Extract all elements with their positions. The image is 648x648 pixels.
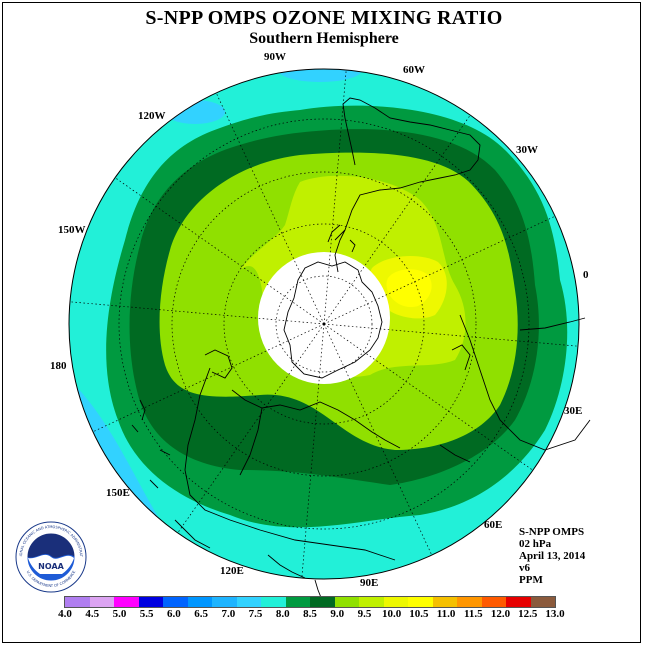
graticule <box>69 69 579 579</box>
lon-label-180: 180 <box>50 360 67 372</box>
latitude-circle <box>275 275 373 373</box>
latitude-circle <box>118 118 530 530</box>
meridian-line <box>323 323 579 347</box>
colorbar-swatch <box>163 597 188 607</box>
colorbar-tick-label: 7.5 <box>248 608 263 620</box>
colorbar-tick-label: 5.5 <box>139 608 154 620</box>
logo-text: NOAA <box>38 562 64 571</box>
latitude-circle <box>223 223 425 425</box>
meridian-line <box>323 323 433 556</box>
south-pole-marker <box>322 322 326 326</box>
map-frame <box>2 2 641 643</box>
colorbar-swatch <box>530 597 555 607</box>
colorbar-swatch <box>65 597 90 607</box>
colorbar-tick-label: 9.0 <box>330 608 345 620</box>
colorbar-swatch <box>310 597 335 607</box>
info-date: April 13, 2014 <box>519 550 586 562</box>
lon-label-120e: 120E <box>220 565 244 577</box>
info-level: 02 hPa <box>519 538 552 550</box>
colorbar-swatch <box>89 597 114 607</box>
colorbar-tick-label: 5.0 <box>112 608 127 620</box>
colorbar-swatch <box>481 597 506 607</box>
colorbar-tick-label: 8.5 <box>303 608 317 620</box>
colorbar-tick-label: 7.0 <box>221 608 236 620</box>
colorbar-swatch <box>457 597 482 607</box>
lon-label-60w: 60W <box>403 64 425 76</box>
colorbar-swatch <box>359 597 384 607</box>
colorbar-tick-label: 12.5 <box>518 608 538 620</box>
colorbar <box>64 596 556 608</box>
lon-label-90e: 90E <box>360 577 379 589</box>
colorbar-swatch <box>138 597 163 607</box>
colorbar-tick-label: 8.0 <box>275 608 290 620</box>
meridian-line <box>323 114 471 325</box>
colorbar-tick-label: 13.0 <box>545 608 565 620</box>
colorbar-swatch <box>432 597 457 607</box>
colorbar-tick-label: 10.5 <box>409 608 429 620</box>
meridian-line <box>69 301 325 325</box>
colorbar-swatch <box>236 597 261 607</box>
colorbar-tick-label: 6.5 <box>194 608 208 620</box>
colorbar-tick-label: 11.5 <box>464 608 483 620</box>
page-subtitle: Southern Hemisphere <box>249 30 399 47</box>
colorbar-swatch <box>261 597 286 607</box>
lon-label-120w: 120W <box>138 110 166 122</box>
meridian-line <box>215 92 325 325</box>
product-info: S-NPP OMPS 02 hPa April 13, 2014 v6 PPM <box>519 526 585 586</box>
lon-label-150w: 150W <box>58 224 86 236</box>
colorbar-tick-label: 6.0 <box>167 608 181 620</box>
colorbar-swatch <box>383 597 408 607</box>
latitude-circle <box>171 171 477 477</box>
lon-label-30e: 30E <box>564 405 583 417</box>
lon-label-150e: 150E <box>106 487 130 499</box>
colorbar-tick-label: 4.0 <box>58 608 72 620</box>
lon-label-30w: 30W <box>516 144 538 156</box>
page-title: S-NPP OMPS OZONE MIXING RATIO <box>145 7 503 29</box>
info-instrument: S-NPP OMPS <box>519 526 585 538</box>
info-units: PPM <box>519 574 543 586</box>
colorbar-swatch <box>285 597 310 607</box>
meridian-line <box>92 323 325 433</box>
colorbar-swatch <box>506 597 531 607</box>
lon-label-60e: 60E <box>484 519 503 531</box>
meridian-line <box>323 323 534 471</box>
meridian-line <box>114 177 325 325</box>
info-version: v6 <box>519 562 530 574</box>
colorbar-tick-label: 11.0 <box>436 608 456 620</box>
meridian-line <box>301 323 325 579</box>
colorbar-swatch <box>408 597 433 607</box>
colorbar-tick-label: 12.0 <box>490 608 511 620</box>
meridian-line <box>323 69 347 325</box>
map-border <box>68 68 580 580</box>
meridian-line <box>323 215 556 325</box>
lon-label-90w: 90W <box>264 51 286 63</box>
noaa-logo: NATIONAL OCEANIC AND ATMOSPHERIC ADMINIS… <box>14 520 87 593</box>
polar-data-gap <box>258 252 390 384</box>
colorbar-tick-label: 9.5 <box>357 608 372 620</box>
meridian-line <box>177 323 325 534</box>
colorbar-swatch <box>212 597 237 607</box>
colorbar-tick-label: 10.0 <box>382 608 402 620</box>
colorbar-tick-label: 4.5 <box>85 608 100 620</box>
lon-label-0: 0 <box>583 269 589 281</box>
colorbar-swatch <box>334 597 359 607</box>
colorbar-swatch <box>187 597 212 607</box>
colorbar-swatch <box>114 597 139 607</box>
